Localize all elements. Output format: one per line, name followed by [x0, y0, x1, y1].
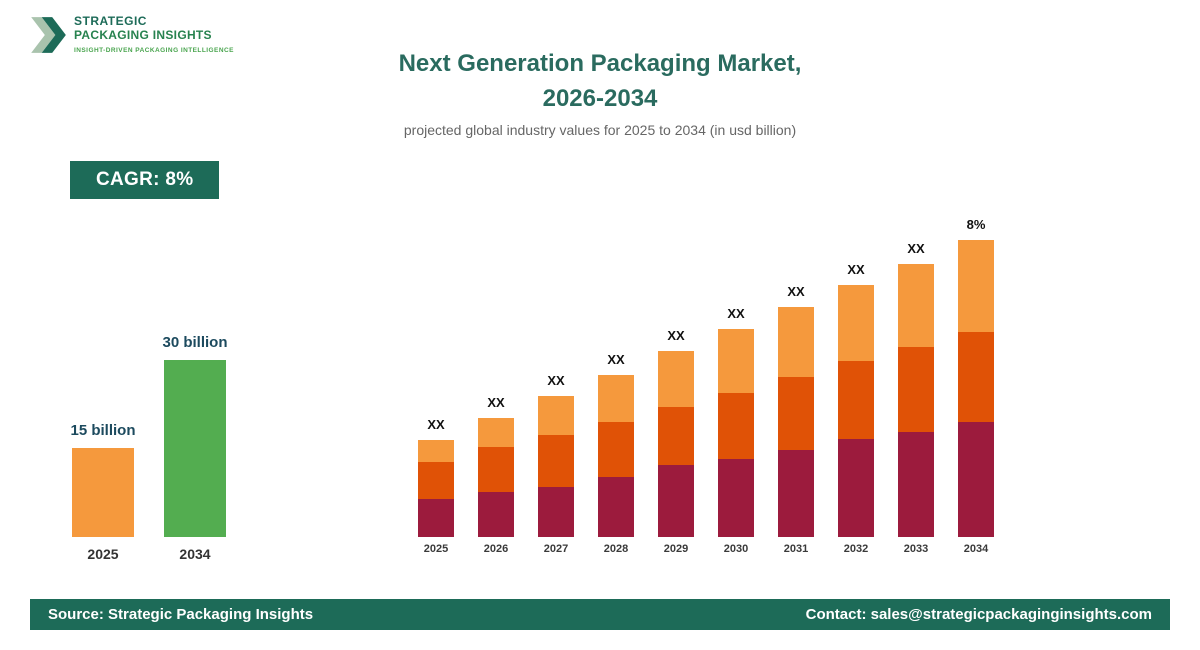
bar-segment-bottom [658, 465, 694, 537]
mini-bar [164, 360, 226, 537]
bar-value-label: XX [787, 284, 805, 299]
mini-bar-value-label: 30 billion [162, 334, 228, 351]
x-axis-label: 2026 [483, 543, 509, 555]
bar-segment-middle [658, 407, 694, 465]
bar-segment-top [418, 440, 454, 462]
brand-logo-text: STRATEGIC PACKAGING INSIGHTS INSIGHT-DRI… [74, 14, 234, 54]
stacked-bar [598, 375, 634, 537]
stacked-bar [478, 418, 514, 537]
bar-segment-middle [598, 422, 634, 477]
stacked-bar-column-2029: XX 2029 [646, 328, 706, 555]
x-axis-label: 2027 [543, 543, 569, 555]
bar-segment-bottom [538, 487, 574, 537]
stacked-chart: XX 2025 XX 2026 XX 2027 XX 2028 XX 2029 XX 2030 XX 20… [406, 217, 1006, 555]
bar-segment-top [538, 396, 574, 435]
stacked-bar [718, 329, 754, 537]
page-title-line2: 2026-2034 [542, 85, 658, 112]
bar-segment-middle [958, 332, 994, 422]
stacked-bar [898, 264, 934, 537]
bar-segment-bottom [778, 450, 814, 537]
x-axis-label: 2032 [843, 543, 869, 555]
x-axis-label: 2031 [783, 543, 809, 555]
x-axis-label: 2034 [963, 543, 989, 555]
stacked-bar-column-2026: XX 2026 [466, 395, 526, 555]
bar-segment-middle [418, 462, 454, 499]
x-axis-label: 2030 [723, 543, 749, 555]
bar-value-label: XX [427, 417, 445, 432]
page-title-line1: Next Generation Packaging Market, [398, 50, 802, 77]
bar-value-label: XX [547, 373, 565, 388]
x-axis-label: 2028 [603, 543, 629, 555]
bar-value-label: XX [667, 328, 685, 343]
footer-source: Source: Strategic Packaging Insights [48, 606, 314, 623]
mini-bar-year-label: 2025 [87, 546, 119, 562]
stacked-bar-column-2025: XX 2025 [406, 417, 466, 555]
stacked-bar [778, 307, 814, 537]
mini-bar-column-2025: 15 billion 2025 [70, 422, 136, 562]
cagr-badge: CAGR: 8% [70, 161, 220, 199]
bar-value-label: XX [727, 306, 745, 321]
bar-segment-bottom [718, 459, 754, 537]
bar-segment-bottom [418, 499, 454, 537]
x-axis-label: 2029 [663, 543, 689, 555]
footer-contact: Contact: sales@strategicpackaginginsight… [805, 606, 1152, 623]
bar-segment-top [898, 264, 934, 347]
page-subtitle: projected global industry values for 202… [403, 122, 797, 138]
mini-bar-value-label: 15 billion [70, 422, 136, 439]
bar-segment-bottom [958, 422, 994, 537]
x-axis-label: 2025 [423, 543, 449, 555]
stacked-bar-column-2028: XX 2028 [586, 352, 646, 555]
stacked-bar-column-2030: XX 2030 [706, 306, 766, 555]
cagr-mini-chart: 15 billion 2025 30 billion 2034 [70, 334, 228, 562]
stacked-bar-column-2031: XX 2031 [766, 284, 826, 555]
stacked-bar [838, 285, 874, 537]
bar-segment-top [478, 418, 514, 447]
stacked-bar-column-2032: XX 2032 [826, 262, 886, 555]
stacked-bar [418, 440, 454, 537]
bar-segment-top [958, 240, 994, 332]
bar-segment-middle [718, 393, 754, 459]
bar-value-label: 8% [966, 217, 986, 232]
x-axis-label: 2033 [903, 543, 929, 555]
brand-name-line1: STRATEGIC [74, 14, 147, 28]
bar-segment-top [598, 375, 634, 422]
bar-segment-middle [778, 377, 814, 450]
stacked-bar [658, 351, 694, 537]
bar-value-label: XX [607, 352, 625, 367]
stacked-bar-column-2033: XX 2033 [886, 241, 946, 555]
bar-value-label: XX [487, 395, 505, 410]
brand-chevron-icon [31, 17, 66, 53]
bar-segment-middle [898, 347, 934, 432]
title-block: Next Generation Packaging Market, 2026-2… [180, 46, 1020, 138]
bar-value-label: XX [907, 241, 925, 256]
bar-segment-bottom [478, 492, 514, 537]
bar-segment-bottom [838, 439, 874, 537]
bar-segment-bottom [598, 477, 634, 537]
bar-segment-top [778, 307, 814, 377]
mini-bar-year-label: 2034 [179, 546, 211, 562]
mini-bar-column-2034: 30 billion 2034 [162, 334, 228, 562]
footer-bar: Source: Strategic Packaging Insights Con… [30, 599, 1170, 630]
brand-logo: STRATEGIC PACKAGING INSIGHTS INSIGHT-DRI… [30, 14, 234, 56]
stacked-bar [538, 396, 574, 537]
bar-segment-middle [478, 447, 514, 492]
bar-segment-top [838, 285, 874, 361]
mini-bar [72, 448, 134, 537]
stacked-bar-column-2027: XX 2027 [526, 373, 586, 555]
bar-segment-top [718, 329, 754, 393]
bar-segment-top [658, 351, 694, 407]
bar-value-label: XX [847, 262, 865, 277]
stacked-bar [958, 240, 994, 537]
brand-tagline: INSIGHT-DRIVEN PACKAGING INTELLIGENCE [74, 47, 234, 54]
brand-name-line2: PACKAGING INSIGHTS [74, 28, 212, 42]
bar-segment-bottom [898, 432, 934, 537]
bar-segment-middle [538, 435, 574, 487]
bar-segment-middle [838, 361, 874, 439]
stacked-bar-column-2034: 8% 2034 [946, 217, 1006, 555]
